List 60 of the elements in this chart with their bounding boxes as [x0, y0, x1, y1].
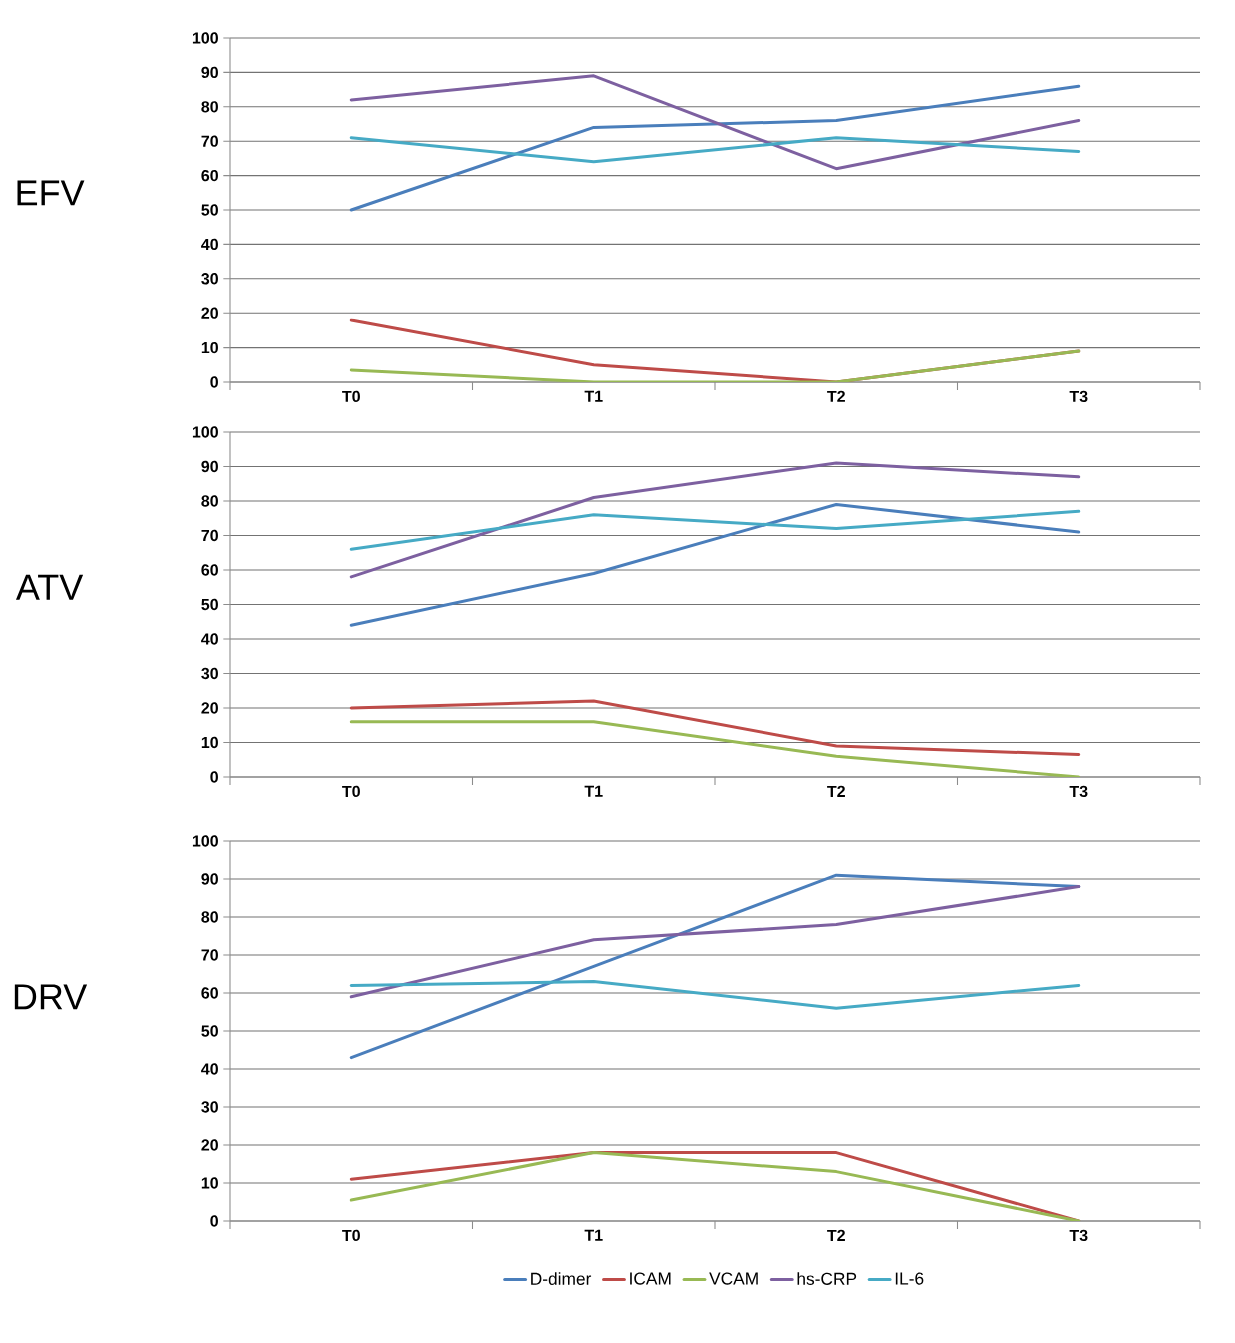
y-tick-label: 30: [201, 1101, 218, 1113]
line-series: [349, 84, 1081, 212]
y-tick-label: 0: [210, 376, 218, 388]
y-axis-title: EFV: [17, 180, 85, 206]
y-tick-label: 40: [201, 633, 218, 645]
y-tick-label: 60: [201, 169, 218, 182]
y-tick-label: 90: [201, 873, 218, 885]
x-tick-label: T1: [584, 1229, 603, 1241]
legend-label: VCAM: [709, 1272, 758, 1285]
line-series: [349, 74, 1081, 171]
y-tick-label: 40: [201, 238, 218, 251]
x-tick-label: T3: [1069, 785, 1088, 798]
y-tick-label: 20: [201, 1139, 218, 1151]
x-tick-label: T0: [342, 1229, 360, 1242]
y-tick-label: 20: [201, 307, 218, 319]
x-tick-label: T3: [1069, 1229, 1088, 1242]
line-series: [349, 502, 1081, 627]
y-tick-label: 90: [201, 66, 218, 79]
y-tick-label: 70: [201, 949, 218, 961]
y-tick-label: 10: [201, 1177, 218, 1189]
x-tick-label: T0: [342, 390, 360, 403]
line-series: [349, 509, 1081, 551]
y-tick-label: 60: [201, 987, 218, 999]
y-tick-label: 30: [201, 667, 218, 680]
y-axis-title: DRV: [14, 984, 88, 1010]
y-tick-label: 100: [192, 32, 218, 44]
line-series: [349, 461, 1081, 579]
x-tick-label: T1: [584, 390, 603, 402]
x-tick-label: T2: [827, 785, 845, 797]
y-tick-label: 0: [210, 1215, 218, 1227]
x-tick-label: T2: [827, 390, 845, 402]
legend-label: IL-6: [895, 1272, 924, 1285]
y-tick-label: 60: [201, 564, 218, 576]
y-tick-label: 70: [201, 135, 218, 147]
y-tick-label: 80: [201, 495, 218, 507]
y-tick-label: 100: [192, 426, 218, 438]
y-tick-label: 40: [201, 1063, 218, 1075]
y-tick-label: 80: [201, 911, 218, 923]
line-series: [349, 699, 1081, 757]
line-series: [349, 885, 1081, 999]
legend-label: ICAM: [630, 1272, 671, 1285]
x-tick-label: T2: [827, 1229, 845, 1241]
y-tick-label: 50: [201, 598, 218, 611]
legend-label: D-dimer: [531, 1272, 592, 1285]
x-tick-label: T0: [342, 785, 360, 798]
x-tick-label: T3: [1069, 390, 1088, 403]
y-tick-label: 10: [201, 736, 218, 749]
legend-label: hs-CRP: [797, 1272, 857, 1285]
y-tick-label: 80: [201, 101, 218, 113]
y-tick-label: 30: [201, 273, 218, 285]
y-axis-title: ATV: [15, 574, 84, 600]
y-tick-label: 90: [201, 460, 218, 473]
x-tick-label: T1: [584, 785, 603, 797]
y-tick-label: 100: [192, 835, 218, 847]
y-tick-label: 0: [210, 771, 218, 783]
y-tick-label: 50: [201, 204, 218, 216]
y-tick-label: 10: [201, 341, 218, 354]
y-tick-label: 70: [201, 529, 218, 542]
y-tick-label: 50: [201, 1025, 218, 1037]
y-tick-label: 20: [201, 702, 218, 714]
